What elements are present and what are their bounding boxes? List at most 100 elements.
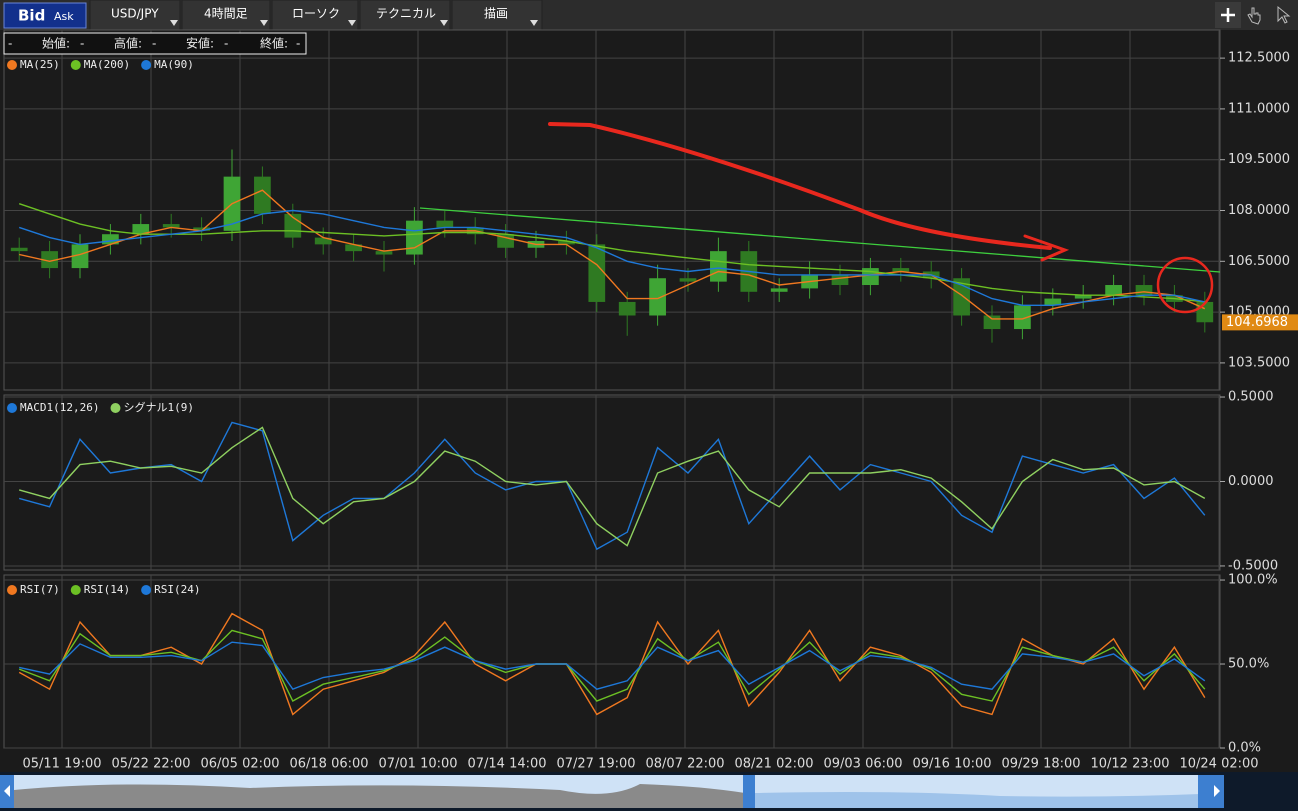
legend-swatch — [110, 403, 121, 413]
time-label: 09/03 06:00 — [823, 757, 902, 772]
ohlc-label: 安値: — [186, 36, 214, 51]
y-tick-label: 0.0000 — [1228, 474, 1274, 489]
candle-body — [254, 176, 271, 214]
annotation-arrow[interactable] — [548, 122, 1052, 250]
candle-body — [436, 220, 454, 228]
candle-body — [770, 288, 788, 292]
ohlc-box — [3, 32, 307, 55]
arrow-head — [1023, 234, 1070, 262]
legend-swatch — [70, 585, 81, 595]
ohlc-value: - — [152, 37, 156, 51]
candle-body — [132, 224, 150, 235]
time-label: 08/07 22:00 — [645, 757, 724, 772]
legend-label: シグナル1(9) — [123, 400, 194, 414]
ohlc-label: 終値: — [260, 36, 288, 51]
last-price-box — [1222, 314, 1298, 331]
pair-button[interactable] — [89, 0, 181, 31]
navigator-history — [14, 784, 745, 808]
drawing-label[interactable]: 描画 — [484, 7, 508, 21]
plot-area: 05/11 19:00 05/22 22:00 06/05 02:00 06/18 0… — [3, 29, 1298, 772]
candle-body — [1074, 295, 1092, 299]
ohlc-label: 始値: — [42, 36, 70, 51]
time-label: 06/18 06:00 — [289, 757, 368, 772]
bid-label[interactable]: Bid — [18, 7, 45, 25]
toolbar-buttons — [89, 0, 543, 31]
trend-line[interactable] — [419, 207, 1221, 273]
series-line — [18, 612, 1206, 716]
panel — [3, 574, 1221, 749]
y-tick-label: 103.5000 — [1228, 355, 1290, 370]
tool-icons — [1215, 2, 1291, 28]
legend-swatch — [7, 403, 17, 413]
legend-label: MA(25) — [20, 58, 60, 71]
legend-swatch — [141, 60, 152, 70]
ohlc-value: - — [80, 37, 84, 51]
candle-body — [558, 240, 575, 245]
candle-body — [649, 278, 666, 316]
legend-swatch — [141, 585, 152, 595]
time-label: 07/14 14:00 — [467, 757, 546, 772]
candle-body — [892, 268, 910, 272]
candle-body — [1135, 285, 1153, 296]
time-label: 08/21 02:00 — [734, 757, 813, 772]
ohlc-blank: - — [8, 37, 12, 51]
timeframe-label[interactable]: 4時間足 — [204, 7, 248, 21]
ohlc-value: - — [296, 37, 300, 51]
time-label: 05/11 19:00 — [22, 757, 101, 772]
candle-body — [710, 251, 727, 282]
candle-body — [406, 220, 423, 255]
candle-body — [588, 244, 606, 302]
series-line — [19, 189, 1206, 320]
time-label: 05/22 22:00 — [111, 757, 190, 772]
candle-body — [983, 315, 1001, 330]
candle-body — [41, 251, 58, 269]
chart-type-button[interactable] — [271, 0, 359, 31]
plus-icon — [1221, 8, 1235, 22]
candle-body — [345, 244, 362, 252]
ohlc-label: 高値: — [114, 36, 142, 51]
y-tick-label: 100.0% — [1228, 573, 1278, 588]
candle-body — [193, 227, 210, 231]
y-tick-label: 112.5000 — [1228, 51, 1290, 66]
legend-label: RSI(14) — [84, 583, 130, 596]
candle-body — [102, 234, 119, 245]
pointer-tool[interactable] — [1277, 5, 1291, 24]
series-line — [19, 641, 1206, 691]
hand-tool[interactable] — [1247, 7, 1261, 25]
y-tick-label: 0.0% — [1228, 741, 1261, 756]
y-tick-label: 50.0% — [1228, 657, 1269, 672]
candle-body — [831, 274, 849, 286]
pair-label[interactable]: USD/JPY — [111, 7, 159, 21]
legend-swatch — [70, 60, 81, 70]
ask-label[interactable]: Ask — [54, 10, 74, 23]
dropdown-arrows — [170, 20, 538, 26]
annotation-circle[interactable] — [1156, 256, 1214, 314]
y-tick-label: 109.5000 — [1228, 152, 1290, 167]
series-line — [18, 203, 1205, 303]
series-line — [18, 209, 1205, 306]
series-line — [18, 629, 1206, 702]
navigator-handle[interactable] — [1198, 775, 1210, 808]
series-line — [19, 421, 1206, 551]
panel — [3, 29, 1221, 391]
legend-label: RSI(24) — [154, 583, 200, 596]
candle-body — [1105, 285, 1122, 296]
chart-type-label[interactable]: ローソク — [292, 7, 340, 21]
navigator-handle[interactable] — [743, 775, 755, 808]
time-label: 09/29 18:00 — [1001, 757, 1080, 772]
legend-label: MACD1(12,26) — [20, 401, 99, 414]
candle-body — [71, 244, 89, 269]
navigator-history — [755, 792, 1210, 808]
technical-label[interactable]: テクニカル — [376, 7, 436, 21]
time-label: 09/16 10:00 — [912, 757, 991, 772]
candle-body — [162, 224, 180, 228]
candle-body — [314, 237, 332, 245]
bid-ask-toggle[interactable] — [3, 2, 87, 29]
legend-label: RSI(7) — [20, 583, 60, 596]
legend-swatch — [7, 585, 17, 595]
y-tick-label: 106.5000 — [1228, 254, 1290, 269]
time-label: 10/24 02:00 — [1179, 757, 1258, 772]
candle-body — [618, 301, 636, 316]
y-tick-label: -0.5000 — [1228, 558, 1278, 573]
